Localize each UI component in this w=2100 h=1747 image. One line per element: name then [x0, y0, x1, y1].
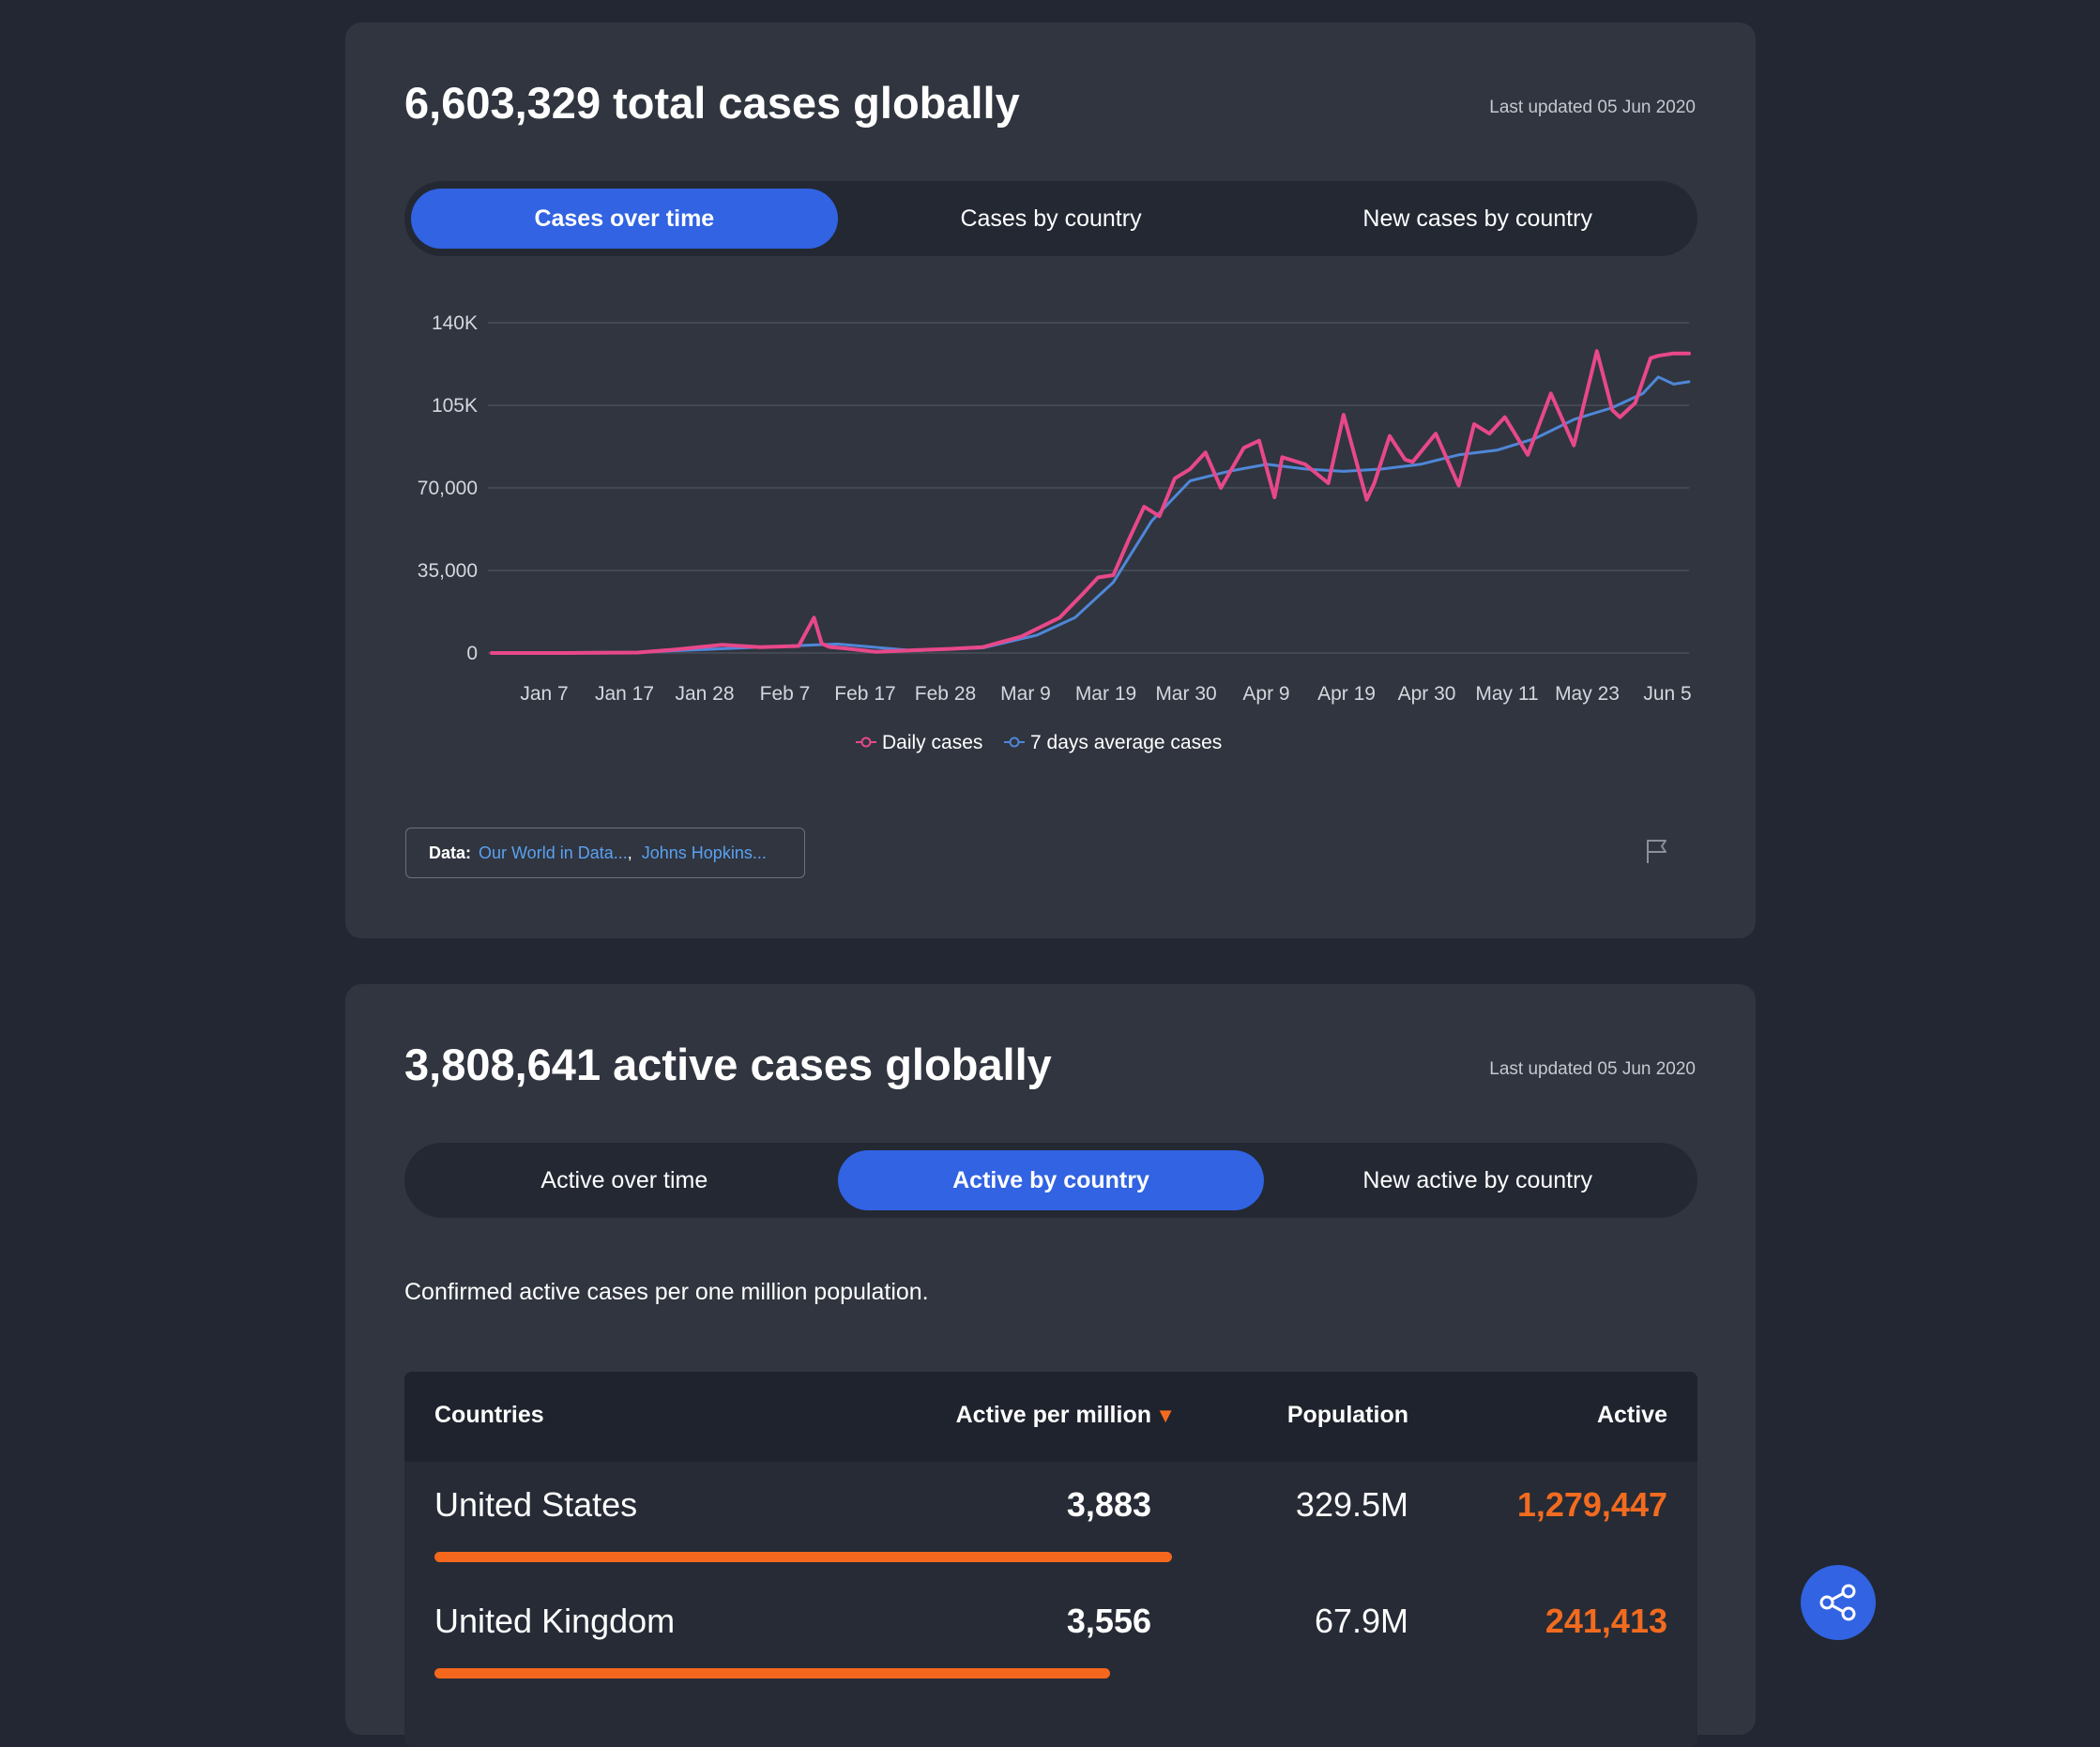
country-name: United Kingdom: [434, 1602, 676, 1640]
y-tick-label: 70,000: [418, 478, 478, 499]
active-per-million-value: 3,556: [1066, 1602, 1151, 1640]
x-tick-label: Jun 5: [1643, 683, 1691, 705]
cases-tab-bar: Cases over time Cases by country New cas…: [404, 181, 1697, 256]
x-tick-label: May 11: [1475, 683, 1538, 705]
y-tick-label: 105K: [432, 395, 478, 417]
table-row[interactable]: United States 3,883 329.5M 1,279,447: [404, 1462, 1697, 1578]
table-header: Countries Active per million ▼ Populatio…: [404, 1372, 1697, 1462]
population-value: 67.9M: [1314, 1602, 1408, 1640]
x-tick-label: Feb 28: [915, 683, 976, 705]
active-per-million-bar-fill: [434, 1668, 1110, 1679]
y-tick-label: 140K: [432, 312, 478, 334]
active-value: 1,279,447: [1516, 1485, 1667, 1524]
tab-cases-by-country[interactable]: Cases by country: [960, 205, 1142, 232]
page-title: 6,603,329 total cases globally: [404, 78, 1020, 128]
daily-cases-line: [490, 349, 1691, 655]
data-source-label: Data:: [429, 843, 472, 862]
active-by-country-table: Countries Active per million ▼ Populatio…: [404, 1372, 1697, 1747]
x-tick-label: Jan 28: [675, 683, 734, 705]
x-tick-label: Feb 7: [760, 683, 811, 705]
tab-active-by-country[interactable]: Active by country: [837, 1150, 1265, 1210]
last-updated-label: Last updated 05 Jun 2020: [1489, 1059, 1696, 1079]
legend-label: 7 days average cases: [1030, 732, 1222, 753]
column-header-active[interactable]: Active: [1596, 1402, 1667, 1428]
tab-active-over-time[interactable]: Active over time: [540, 1166, 708, 1193]
tab-cases-over-time[interactable]: Cases over time: [411, 189, 838, 249]
table-row[interactable]: United Kingdom 3,556 67.9M 241,413: [404, 1578, 1697, 1694]
column-header-countries[interactable]: Countries: [434, 1402, 544, 1428]
average-cases-line: [490, 375, 1691, 655]
cases-line-chart: 0 35,000 70,000 105K 140K Jan 7 Jan 17 Jan 28 Fe…: [418, 312, 1692, 753]
active-per-million-bar: [434, 1668, 1172, 1679]
x-tick-label: Apr 30: [1398, 683, 1456, 705]
total-cases-card: 6,603,329 total cases globally Last upda…: [345, 23, 1756, 938]
active-value: 241,413: [1545, 1602, 1667, 1640]
x-tick-label: Jan 17: [595, 683, 654, 705]
x-tick-label: Feb 17: [834, 683, 895, 705]
x-tick-label: May 23: [1555, 683, 1620, 705]
flag-icon[interactable]: [1644, 837, 1672, 870]
share-icon: [1819, 1584, 1856, 1621]
column-header-label: Active per million: [955, 1402, 1151, 1428]
population-value: 329.5M: [1295, 1485, 1408, 1524]
y-tick-label: 35,000: [418, 560, 478, 582]
tab-new-cases-by-country[interactable]: New cases by country: [1362, 205, 1592, 232]
x-tick-label: Apr 9: [1242, 683, 1289, 705]
active-cases-card: 3,808,641 active cases globally Last upd…: [345, 984, 1756, 1747]
x-tick-label: Mar 19: [1075, 683, 1136, 705]
sort-desc-icon: ▼: [1155, 1404, 1176, 1427]
x-tick-label: Mar 30: [1155, 683, 1216, 705]
active-cases-title: 3,808,641 active cases globally: [404, 1040, 1052, 1089]
x-tick-label: Apr 19: [1317, 683, 1376, 705]
tab-new-active-by-country[interactable]: New active by country: [1362, 1166, 1592, 1193]
country-name: United States: [434, 1485, 638, 1524]
column-header-population[interactable]: Population: [1286, 1402, 1408, 1428]
x-tick-label: Mar 9: [1000, 683, 1051, 705]
x-tick-label: Jan 7: [520, 683, 568, 705]
last-updated-label: Last updated 05 Jun 2020: [1489, 98, 1696, 117]
y-tick-label: 0: [466, 643, 478, 664]
share-button[interactable]: [1801, 1565, 1876, 1640]
active-per-million-bar-fill: [434, 1552, 1172, 1562]
legend-swatch-marker: [860, 737, 872, 748]
table-description: Confirmed active cases per one million p…: [404, 1279, 929, 1305]
column-header-active-per-million[interactable]: Active per million ▼: [955, 1402, 1176, 1429]
active-tab-bar: Active over time Active by country New a…: [404, 1143, 1697, 1218]
active-per-million-bar: [434, 1552, 1172, 1562]
source-link-owid[interactable]: Our World in Data...: [479, 843, 628, 862]
data-source-box: Data: Our World in Data... , Johns Hopki…: [405, 828, 805, 878]
source-separator: ,: [627, 843, 632, 862]
legend-swatch-marker: [1009, 737, 1020, 748]
source-link-jhu[interactable]: Johns Hopkins...: [641, 843, 767, 862]
legend-label: Daily cases: [882, 732, 982, 753]
active-per-million-value: 3,883: [1066, 1485, 1151, 1524]
